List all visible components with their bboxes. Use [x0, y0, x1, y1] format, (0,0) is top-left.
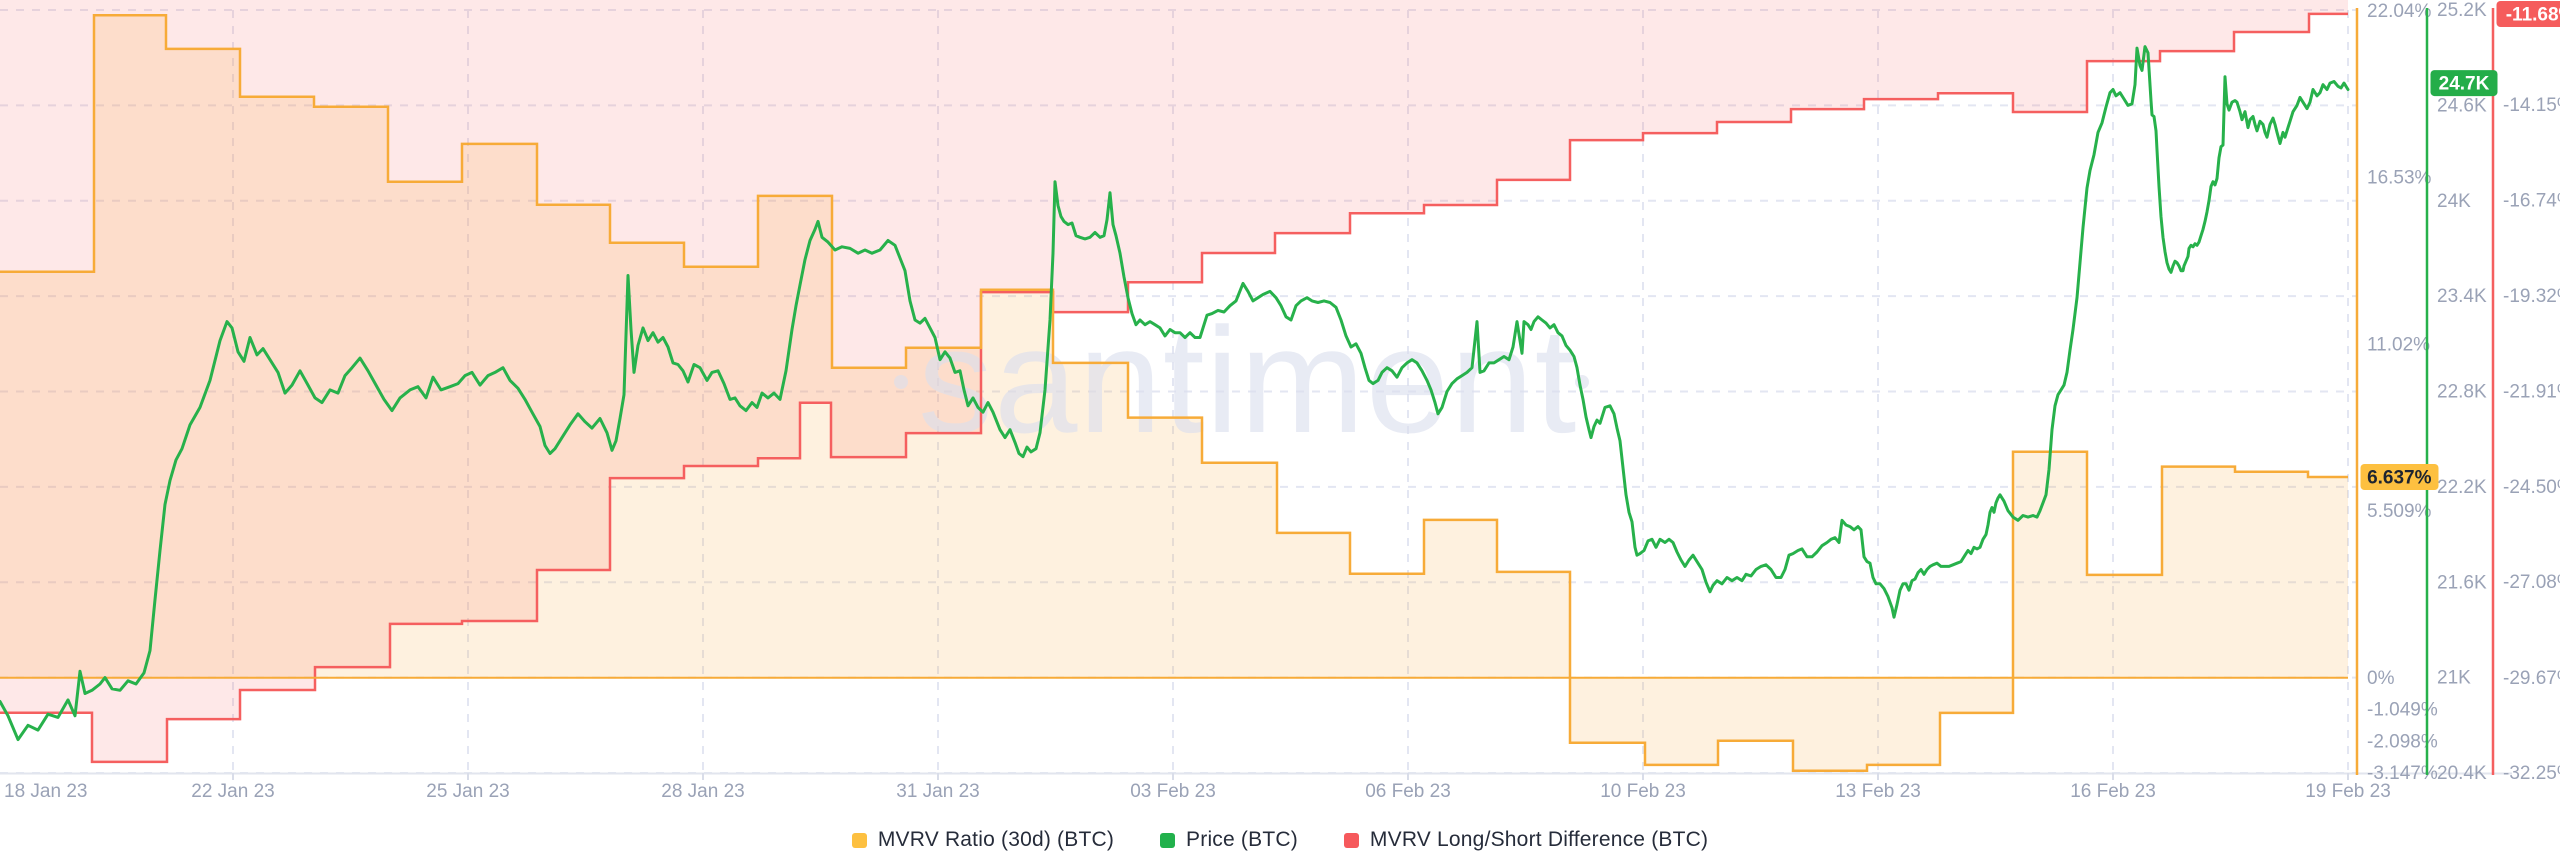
price-tick-label: 24K — [2437, 191, 2471, 212]
mvrv_ratio-tick-label: 5.509% — [2367, 501, 2432, 522]
x-tick-label: 22 Jan 23 — [191, 781, 274, 802]
price-value-badge — [2430, 70, 2498, 97]
price-tick-label: 24.6K — [2437, 95, 2487, 116]
legend-label: MVRV Long/Short Difference (BTC) — [1369, 828, 1709, 851]
mvrv-ls-difference-area — [0, 0, 2348, 762]
price-tick-label: 23.4K — [2437, 286, 2487, 307]
x-tick-label: 06 Feb 23 — [1365, 781, 1451, 802]
price-line — [0, 45, 2350, 742]
mvrv-ratio-line — [0, 14, 2348, 772]
price-tick-label: 20.4K — [2437, 763, 2487, 784]
mvrv_ls_diff-tick-label: -29.67% — [2503, 668, 2560, 689]
legend-label: MVRV Ratio (30d) (BTC) — [877, 828, 1115, 851]
x-tick-label: 18 Jan 23 — [4, 781, 87, 802]
x-tick-label: 19 Feb 23 — [2305, 781, 2391, 802]
price-tick-label: 21.6K — [2437, 572, 2487, 593]
price-tick-label: 22.2K — [2437, 477, 2487, 498]
mvrv-ratio-area — [0, 15, 2348, 771]
legend-swatch — [1343, 832, 1359, 848]
mvrv_ratio-tick-label: 16.53% — [2367, 168, 2432, 189]
mvrv_ratio-tick-label: -3.147% — [2367, 763, 2438, 784]
price-tick-label: 22.8K — [2437, 382, 2487, 403]
mvrv_ls_diff-tick-label: -32.25% — [2503, 763, 2560, 784]
mvrv_ls_diff-tick-label: -16.74% — [2503, 191, 2560, 212]
mvrv_ls_diff-value-badge — [2496, 1, 2560, 27]
price-value-badge-text: 24.7K — [2439, 74, 2490, 95]
legend-swatch — [1160, 832, 1176, 848]
mvrv_ls_diff-tick-label: -24.50% — [2503, 477, 2560, 498]
price-tick-label: 21K — [2437, 668, 2471, 689]
x-tick-label: 31 Jan 23 — [896, 781, 979, 802]
mvrv-ls-difference-line — [0, 12, 2348, 764]
mvrv_ratio-tick-label: -2.098% — [2367, 731, 2438, 752]
x-tick-label: 13 Feb 23 — [1835, 781, 1921, 802]
mvrv_ls_diff-tick-label: -19.32% — [2503, 286, 2560, 307]
legend-label: Price (BTC) — [1186, 828, 1298, 851]
mvrv_ratio-tick-label: -1.049% — [2367, 700, 2438, 721]
legend-swatch — [851, 832, 867, 848]
mvrv_ls_diff-tick-label: -21.91% — [2503, 381, 2560, 402]
mvrv_ls_diff-value-badge-text: -11.68% — [2506, 5, 2560, 26]
x-tick-label: 16 Feb 23 — [2070, 781, 2156, 802]
mvrv_ls_diff-tick-label: -27.08% — [2503, 572, 2560, 593]
x-tick-label: 10 Feb 23 — [1600, 781, 1686, 802]
x-tick-label: 25 Jan 23 — [426, 781, 509, 802]
legend-item-mvrv-ls-difference[interactable]: MVRV Long/Short Difference (BTC) — [1343, 828, 1709, 852]
mvrv_ratio-tick-label: 11.02% — [2367, 334, 2430, 355]
mvrv_ratio-value-badge — [2360, 464, 2439, 490]
watermark-dot — [894, 375, 908, 389]
mvrv_ratio-tick-label: 22.04% — [2367, 1, 2432, 22]
x-tick-label: 28 Jan 23 — [661, 781, 744, 802]
mvrv_ratio-tick-label: 0% — [2367, 668, 2395, 689]
mvrv_ls_diff-tick-label: -14.15% — [2503, 95, 2560, 116]
price-tick-label: 25.2K — [2437, 0, 2487, 21]
x-tick-label: 03 Feb 23 — [1130, 781, 1216, 802]
santiment-watermark: santiment — [918, 296, 1577, 464]
legend-item-price[interactable]: Price (BTC) — [1160, 828, 1298, 852]
legend: MVRV Ratio (30d) (BTC) Price (BTC) MVRV Lo… — [0, 828, 2560, 852]
legend-item-mvrv-ratio[interactable]: MVRV Ratio (30d) (BTC) — [851, 828, 1115, 852]
mvrv_ratio-value-badge-text: 6.637% — [2367, 468, 2432, 489]
